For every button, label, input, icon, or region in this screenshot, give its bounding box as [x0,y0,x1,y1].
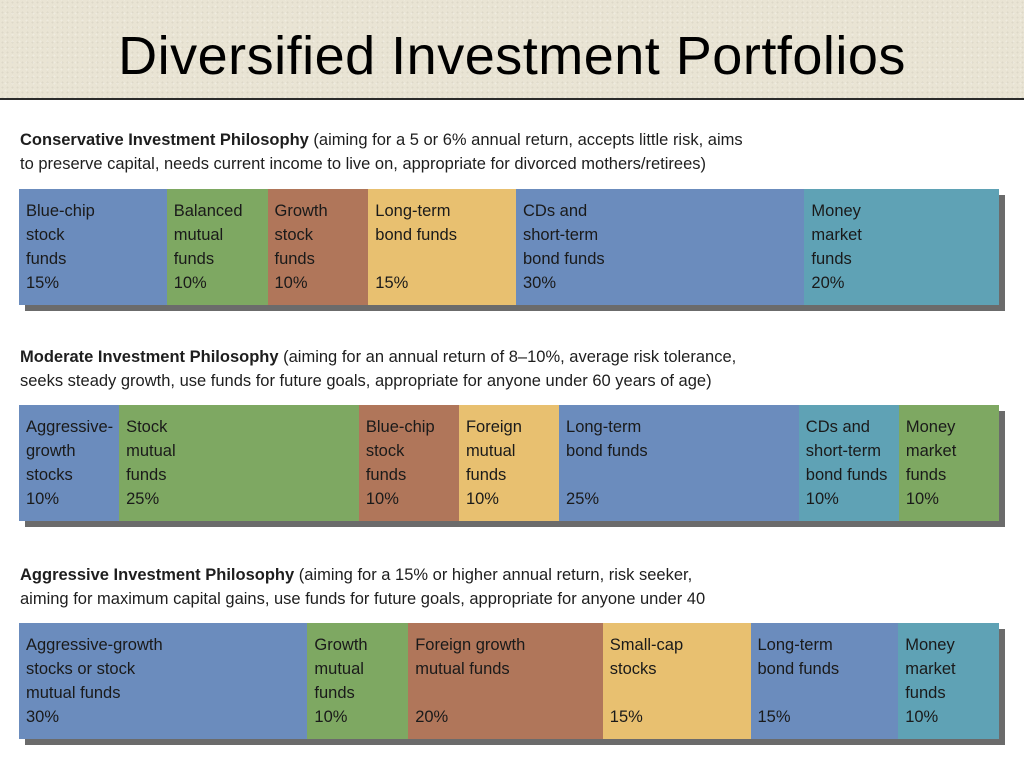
section-heading-bold: Aggressive Investment Philosophy [20,566,295,584]
segment-percent: 25% [126,490,160,508]
allocation-segment: Long-term bond funds 15% [368,189,516,305]
segment-percent: 10% [314,708,348,726]
segment-label: Growth mutual funds [314,636,368,702]
segment-label: Blue-chip stock funds [365,418,435,484]
allocation-segment: Money market funds 10% [898,623,999,739]
section-heading-line2: seeks steady growth, use funds for futur… [20,372,712,390]
section-heading-bold: Conservative Investment Philosophy [20,131,309,149]
allocation-segment: Blue-chip stock funds 10% [358,405,459,521]
aggressive-allocation-bar: Aggressive-growth stocks or stock mutual… [19,623,999,739]
allocation-segment: Blue-chip stock funds 15% [19,189,167,305]
segment-label: Aggressive-growth stocks or stock mutual… [26,636,163,702]
moderate-allocation-bar: Aggressive- growth stocks 10% Stock mutual… [19,405,999,521]
allocation-segment: CDs and short-term bond funds 30% [516,189,805,305]
segment-label: Growth stock funds [274,202,328,268]
segment-label: Aggressive- growth stocks [26,418,114,484]
segment-label: Blue-chip stock funds [26,202,95,268]
page-title: Diversified Investment Portfolios [118,26,906,86]
allocation-segment: Growth stock funds 10% [267,189,369,305]
segment-percent: 15% [375,274,409,292]
segment-label: Foreign growth mutual funds [415,636,526,678]
allocation-segment: Money market funds 20% [804,189,999,305]
segment-percent: 20% [811,274,845,292]
segment-percent: 15% [609,708,643,726]
allocation-segment: Money market funds 10% [898,405,999,521]
conservative-heading: Conservative Investment Philosophy (aimi… [20,128,820,176]
segment-label: Balanced mutual funds [173,202,243,268]
allocation-segment: Foreign mutual funds 10% [458,405,560,521]
allocation-segment: Stock mutual funds 25% [119,405,359,521]
segment-label: Money market funds [905,418,957,484]
segment-percent: 10% [905,708,939,726]
moderate-heading: Moderate Investment Philosophy (aiming f… [20,345,820,393]
title-bar: Diversified Investment Portfolios [0,0,1024,100]
allocation-segment: Long-term bond funds 25% [559,405,799,521]
segment-label: CDs and short-term bond funds [523,202,605,268]
segment-percent: 10% [274,274,308,292]
conservative-allocation-bar: Blue-chip stock funds 15% Balanced mutual … [19,189,999,305]
aggressive-heading: Aggressive Investment Philosophy (aiming… [20,563,820,611]
segment-label: Stock mutual funds [126,418,176,484]
segment-percent: 10% [465,490,499,508]
allocation-segment: Aggressive-growth stocks or stock mutual… [19,623,308,739]
segment-percent: 25% [566,490,600,508]
allocation-segment: Growth mutual funds 10% [307,623,409,739]
allocation-segment: CDs and short-term bond funds 10% [798,405,899,521]
segment-label: Small-cap stocks [609,636,684,678]
section-heading-line2: aiming for maximum capital gains, use fu… [20,590,706,608]
segment-percent: 30% [26,708,60,726]
allocation-segment: Balanced mutual funds 10% [166,189,268,305]
section-heading-line2: to preserve capital, needs current incom… [20,155,706,173]
segment-label: Foreign mutual funds [465,418,522,484]
segment-label: Money market funds [811,202,862,268]
segment-percent: 20% [415,708,449,726]
segment-label: Money market funds [905,636,956,702]
segment-percent: 10% [26,490,60,508]
segment-percent: 10% [805,490,839,508]
section-heading-line1: (aiming for a 15% or higher annual retur… [294,566,693,584]
segment-percent: 10% [905,490,939,508]
segment-label: CDs and short-term bond funds [805,418,888,484]
segment-percent: 15% [26,274,60,292]
segment-label: Long-term bond funds [757,636,840,678]
section-heading-line1: (aiming for a 5 or 6% annual return, acc… [308,131,743,149]
segment-percent: 30% [523,274,557,292]
segment-label: Long-term bond funds [375,202,457,244]
allocation-segment: Small-cap stocks 15% [602,623,751,739]
allocation-segment: Long-term bond funds 15% [750,623,899,739]
segment-label: Long-term bond funds [566,418,648,460]
segment-percent: 15% [757,708,791,726]
segment-percent: 10% [173,274,207,292]
segment-percent: 10% [365,490,399,508]
section-heading-line1: (aiming for an annual return of 8–10%, a… [278,348,737,366]
allocation-segment: Aggressive- growth stocks 10% [19,405,120,521]
allocation-segment: Foreign growth mutual funds 20% [408,623,603,739]
section-heading-bold: Moderate Investment Philosophy [20,348,279,366]
